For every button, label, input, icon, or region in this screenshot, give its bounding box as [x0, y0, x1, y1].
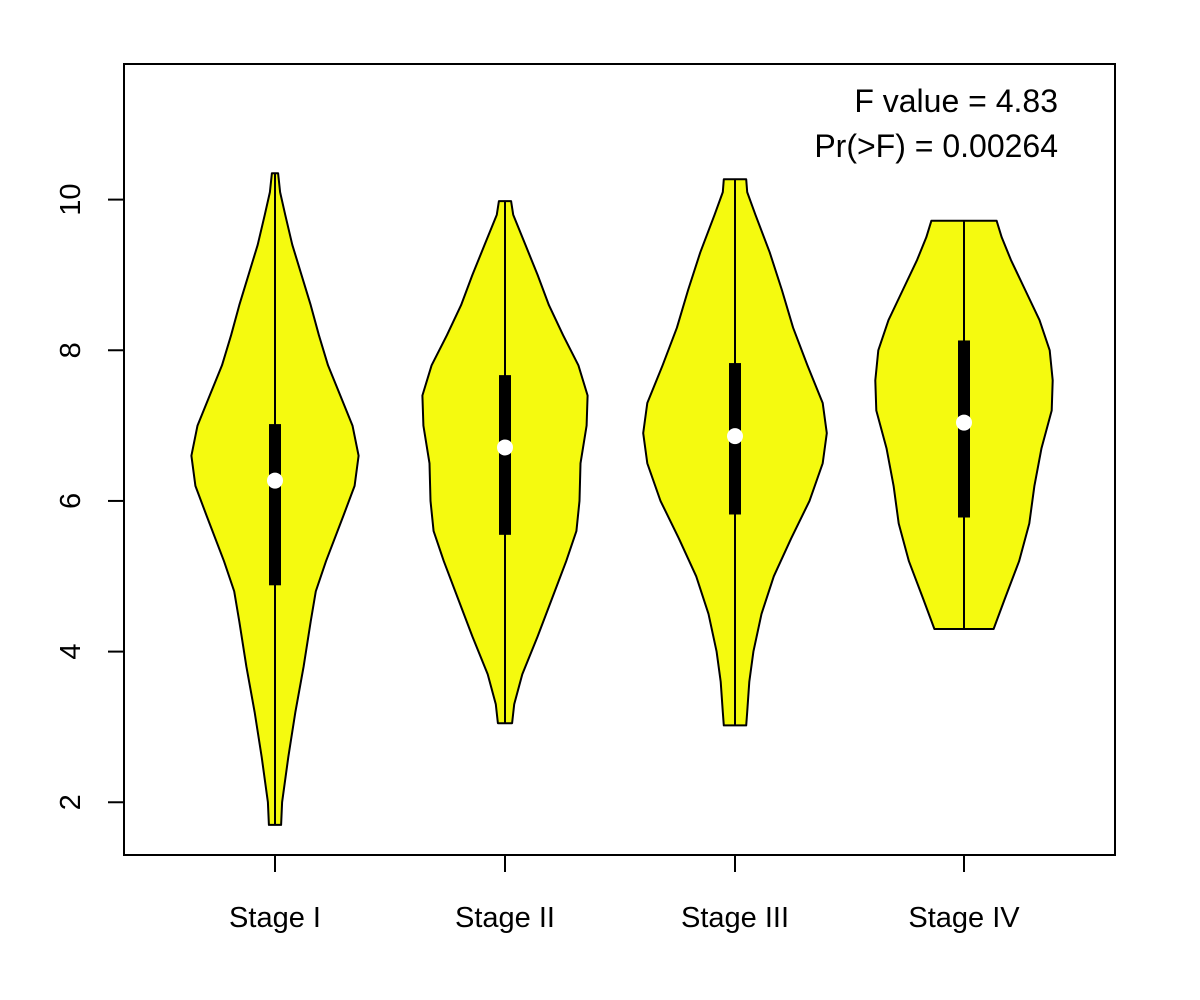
y-tick-label: 2	[55, 794, 87, 810]
violin-median-point	[727, 428, 743, 445]
violin-iqr-box	[269, 424, 281, 586]
violin-median-point	[267, 472, 283, 489]
x-tick-label: Stage II	[455, 902, 555, 934]
f-value-annotation: F value = 4.83	[854, 83, 1058, 119]
x-tick-label: Stage III	[681, 902, 789, 934]
p-value-annotation: Pr(>F) = 0.00264	[814, 128, 1058, 164]
violin-group	[642, 178, 828, 727]
y-axis: 2 4 6 8 10	[55, 183, 125, 810]
violin-group	[190, 172, 360, 826]
y-tick-label: 10	[55, 183, 87, 215]
violin-median-point	[497, 439, 513, 456]
violin-group	[874, 219, 1054, 630]
y-tick-label: 8	[55, 342, 87, 358]
violin-median-point	[956, 414, 972, 431]
x-tick-label: Stage IV	[908, 902, 1020, 934]
y-tick-label: 4	[55, 644, 87, 660]
violins-layer	[190, 172, 1054, 826]
y-tick-label: 6	[55, 493, 87, 509]
x-tick-label: Stage I	[229, 902, 321, 934]
x-axis: Stage I Stage II Stage III Stage IV	[229, 854, 1020, 934]
violin-group	[421, 200, 589, 725]
